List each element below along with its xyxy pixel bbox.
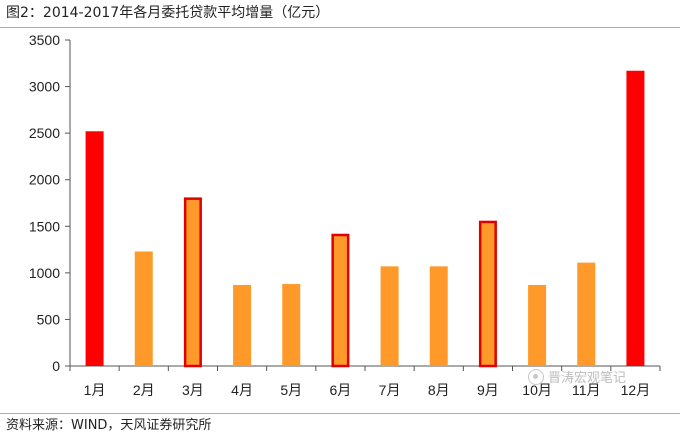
- x-axis: 1月 2月 3月 4月 5月 6月 7月 8月 9月 10月 11月 12月: [69, 365, 661, 398]
- x-tick-label: 7月: [379, 382, 401, 398]
- bar-10月: [528, 284, 547, 366]
- y-tick-label: 2500: [29, 125, 60, 141]
- bar-2月: [134, 251, 153, 366]
- y-tick-label: 1000: [29, 265, 60, 281]
- x-tick-label: 2月: [133, 382, 155, 398]
- x-tick-label: 12月: [621, 382, 651, 398]
- x-tick-label: 1月: [84, 382, 106, 398]
- x-tick-label: 4月: [231, 382, 253, 398]
- x-tick-label: 8月: [428, 382, 450, 398]
- x-tick-label: 6月: [330, 382, 352, 398]
- bar-9月: [478, 220, 497, 368]
- bars: [85, 70, 645, 368]
- x-tick-label: 3月: [182, 382, 204, 398]
- bar-8月: [429, 266, 448, 366]
- x-tick-label: 5月: [280, 382, 302, 398]
- bar-12月: [626, 70, 645, 366]
- y-tick-label: 3500: [29, 32, 60, 48]
- y-tick-label: 500: [37, 311, 61, 327]
- y-tick-label: 1500: [29, 218, 60, 234]
- bar-5月: [282, 284, 301, 366]
- y-axis: 0 500 1000 1500 2000 2500 3000 3500: [29, 32, 71, 374]
- wechat-icon: [528, 368, 544, 385]
- bar-6月: [331, 233, 350, 368]
- bar-3月: [183, 197, 202, 368]
- source-note: 资料来源：WIND，天风证券研究所: [6, 418, 212, 433]
- bar-7月: [380, 266, 399, 366]
- x-tick-label: 11月: [572, 382, 601, 398]
- bar-1月: [85, 131, 104, 366]
- bar-4月: [233, 284, 252, 366]
- top-divider: [0, 27, 680, 28]
- x-tick-label: 9月: [477, 382, 499, 398]
- bar-11月: [577, 262, 596, 366]
- y-tick-label: 0: [52, 358, 60, 374]
- figure-title: 图2：2014-2017年各月委托贷款平均增量（亿元）: [6, 5, 330, 21]
- y-tick-label: 3000: [29, 79, 60, 95]
- x-tick-label: 10月: [522, 382, 552, 398]
- y-tick-label: 2000: [29, 172, 60, 188]
- watermark: 晋涛宏观笔记: [528, 367, 626, 386]
- bottom-divider: [0, 413, 680, 414]
- watermark-text: 晋涛宏观笔记: [548, 371, 627, 386]
